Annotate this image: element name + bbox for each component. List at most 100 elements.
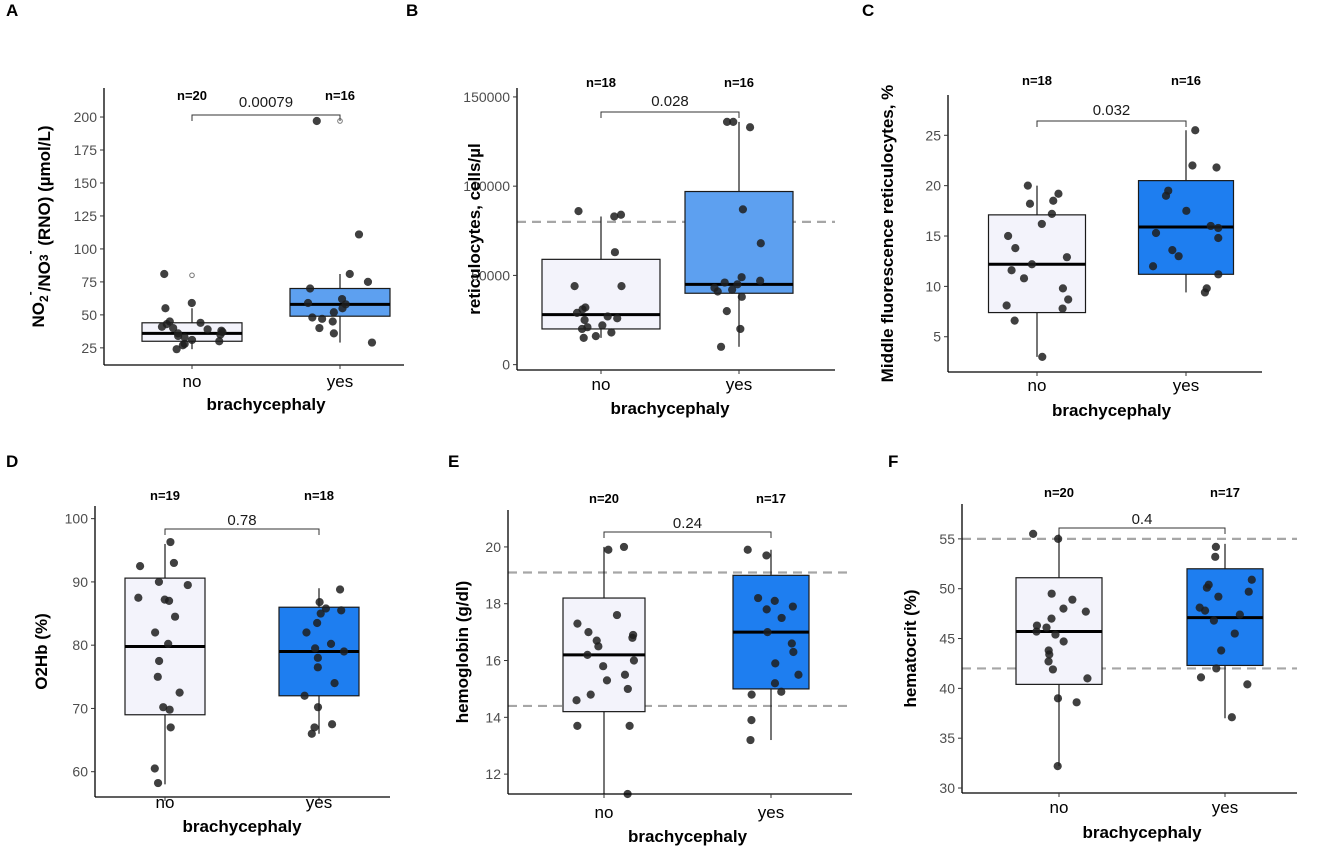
data-point [165,317,174,326]
x-tick-label: yes [1212,798,1238,817]
data-point [154,577,164,587]
data-point [1196,673,1206,682]
data-point [794,670,803,679]
data-point [1064,295,1073,304]
data-point [1038,352,1047,361]
y-tick-label: 90 [72,574,88,590]
data-point [716,342,726,351]
y-tick-label: 100 [74,241,98,257]
data-point [1188,161,1197,170]
data-point [789,647,798,657]
x-tick-label: yes [306,793,332,812]
data-point [155,656,164,666]
x-tick-label: yes [726,375,752,394]
x-tick-label: no [1028,376,1047,395]
data-point [1058,284,1068,293]
y-tick-label: 70 [72,700,88,716]
y-axis-title-part: (RNO) (µmol/L) [35,125,54,250]
data-point [1211,552,1220,561]
data-point [1083,674,1092,683]
data-point [315,598,324,607]
data-point [305,284,315,293]
data-point [308,313,317,322]
y-axis-title: Middle fluorescence reticulocytes, % [878,85,897,383]
data-point [1023,181,1032,190]
data-point [574,207,583,216]
data-point [1051,630,1060,639]
x-tick-label: no [156,793,175,812]
data-point [570,282,579,291]
data-point [173,329,183,338]
data-point [326,639,336,649]
p-value-label: 0.78 [227,512,256,529]
y-axis-title: NO2-/NO3- (RNO) (µmol/L) [23,125,54,327]
y-tick-label: 150000 [463,89,510,105]
data-point [1068,595,1077,604]
y-tick-label: 55 [939,531,955,547]
data-point [1214,233,1223,243]
data-point [1243,680,1252,689]
data-point [610,212,619,221]
data-point [628,633,637,642]
data-point [218,327,227,337]
y-tick-label: 25 [81,340,97,356]
data-point [1058,304,1067,313]
data-point [580,315,589,325]
data-point [153,778,163,788]
significance-bracket [1058,527,1226,534]
data-point [1151,228,1161,238]
data-point [607,328,616,337]
data-point [629,656,639,665]
data-point [722,307,731,316]
data-point [329,329,338,338]
data-point [1214,270,1223,279]
data-point [134,593,143,602]
data-point [1209,616,1218,625]
data-point [762,551,771,560]
panel-letter: A [6,1,18,20]
y-tick-label: 16 [485,653,501,669]
y-tick-label: 18 [485,596,501,612]
x-axis-title: brachycephaly [1082,823,1202,842]
data-point [151,628,160,637]
data-point [747,690,756,699]
data-point [743,545,752,554]
data-point [1214,592,1223,601]
data-point [584,628,593,637]
data-point [591,331,600,341]
panel-letter: C [862,1,874,20]
data-point [1200,606,1210,615]
data-point [1032,627,1041,636]
x-tick-label: yes [758,803,784,822]
data-point [710,283,719,292]
data-point [354,230,364,239]
data-point [754,593,763,603]
data-point [592,636,601,645]
data-point [1044,657,1053,666]
data-point [762,605,771,614]
data-point [573,721,582,730]
data-point [203,325,212,334]
data-point [169,323,178,333]
data-point [1002,301,1011,310]
data-point [756,276,765,285]
y-tick-label: 50 [81,307,97,323]
data-point [180,333,189,342]
y-axis-title-part: 2 [37,295,51,302]
n-label: n=18 [304,488,334,503]
y-tick-label: 15 [925,228,941,244]
data-point [1200,288,1210,297]
y-tick-label: 75 [81,274,97,290]
data-point [619,542,629,552]
data-point [598,321,607,330]
data-point [1081,607,1090,616]
data-point [613,314,622,323]
data-point [1168,246,1177,255]
x-tick-label: no [595,803,614,822]
data-point [728,285,737,294]
data-point [187,298,196,308]
p-value-label: 0.24 [673,515,702,532]
data-point [1032,621,1042,630]
n-label: n=20 [177,88,207,103]
data-point [313,703,323,712]
